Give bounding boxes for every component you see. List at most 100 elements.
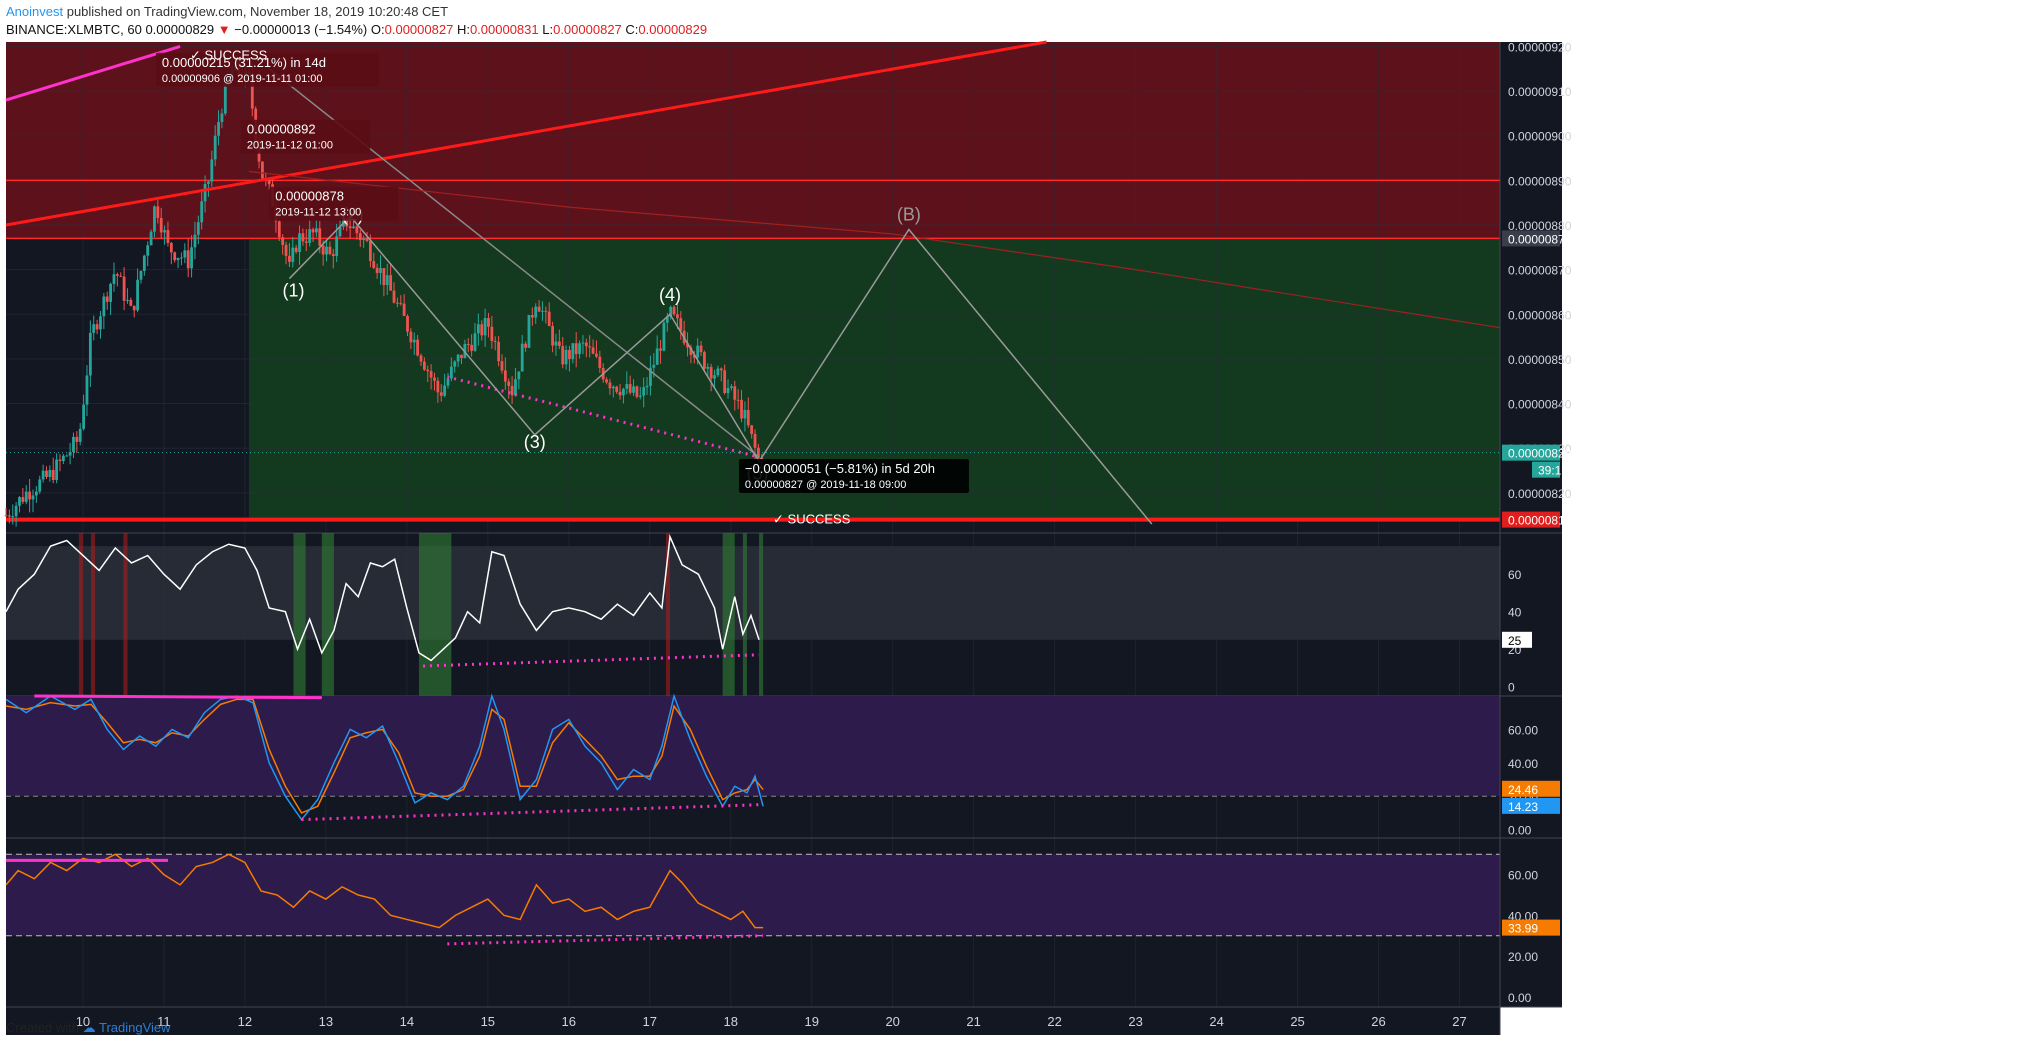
candle-body [304,241,308,243]
candle-body [723,370,727,394]
candle-body [311,229,315,233]
oscillator-tick-label: 40 [1508,606,1522,620]
overbought-highlight [665,533,670,696]
wave-label: (3) [524,432,546,452]
overbought-highlight [123,533,128,696]
rsi-line [5,853,764,929]
candle-body [726,387,730,394]
candle-body [88,332,92,376]
candle-body [517,371,521,380]
price-badge [1502,230,1560,247]
candle-body [507,381,511,386]
candle-body [18,497,21,506]
candle-body [439,392,443,396]
candle-body [136,279,139,311]
candle-body [500,361,504,371]
price-tick-label: 0.00000880 [1508,219,1572,233]
candle-body [733,386,737,400]
candle-body [105,296,109,302]
rsi-badge-label: 33.99 [1508,922,1538,936]
candle-body [321,245,325,255]
candle-body [119,275,123,277]
candle-body [65,455,69,457]
down-arrow-icon: ▼ [217,22,231,37]
close-label: C: [625,22,639,37]
price-badge [1502,511,1560,528]
candle-body [385,275,389,286]
candle-body [709,366,713,379]
candle-body [362,238,366,241]
candle-body [156,206,160,218]
candle-body [183,250,187,258]
candle-body [382,268,386,286]
candle-body [395,302,399,304]
candle-body [38,479,42,492]
rsi-tick-label: 0.00 [1508,991,1532,1005]
candle-body [4,515,8,517]
price-change: −0.00000013 (−1.54%) [234,22,368,37]
candle-body [493,340,497,342]
rsi-band [6,854,1500,936]
time-tick-label: 27 [1452,1014,1466,1029]
wave-label: (1) [282,280,304,300]
price-tick-label: 0.00000860 [1508,308,1572,322]
candle-body [740,399,743,419]
stochastic-badge [1502,797,1560,814]
candle-body [736,399,740,401]
candle-body [568,349,571,360]
candle-body [173,252,177,261]
time-tick-label: 19 [804,1014,818,1029]
candle-body [622,388,625,396]
candle-body [176,257,180,261]
candle-body [524,343,527,348]
stochastic-tick-label: 60.00 [1508,723,1538,737]
candle-body [298,233,301,252]
candle-body [649,367,652,386]
candle-body [372,261,376,268]
candle-body [365,238,369,241]
candle-body [412,339,416,343]
candle-body [689,347,693,356]
candle-body [163,230,166,233]
tradingview-brand[interactable]: TradingView [99,1020,171,1035]
candle-body [193,234,197,248]
candle-body [102,296,106,317]
measure-annotation-box [269,186,399,221]
candle-body [419,355,423,362]
candle-body [368,240,372,262]
candle-body [571,343,575,360]
candle-body [399,303,403,305]
candle-body [139,271,143,280]
candle-body [153,206,156,232]
time-tick-label: 12 [238,1014,252,1029]
candle-body [605,379,608,383]
rsi-tick-label: 60.00 [1508,869,1538,883]
tradingview-logo-icon[interactable]: ☁ [82,1020,96,1035]
oscillator-tick-label: 60 [1508,568,1522,582]
candle-body [207,181,210,184]
chart-header: Anoinvest published on TradingView.com, … [0,0,2041,42]
candle-body [11,516,15,518]
stochastic-tick-label: 0.00 [1508,824,1532,838]
oversold-highlight [293,533,306,696]
candle-body [41,470,45,480]
candle-body [72,436,75,453]
candle-body [588,346,592,348]
candle-body [31,495,35,500]
overbought-highlight [91,533,96,696]
author-link[interactable]: Anoinvest [6,4,64,19]
symbol-label[interactable]: BINANCE:XLMBTC, 60 [6,22,142,37]
time-axis-background [6,1007,1500,1035]
candle-body [358,233,362,241]
price-badge-label: 0.00000877 [1508,232,1572,246]
countdown-badge [1532,461,1560,478]
oversold-highlight [418,533,452,696]
measure-annotation-box [738,458,969,493]
candle-body [719,368,723,371]
candle-body [703,352,706,369]
time-tick-label: 16 [562,1014,576,1029]
oversold-highlight [722,533,735,696]
measure-annotation-text: 0.00000892 [247,122,316,137]
overbought-highlight [78,533,83,696]
